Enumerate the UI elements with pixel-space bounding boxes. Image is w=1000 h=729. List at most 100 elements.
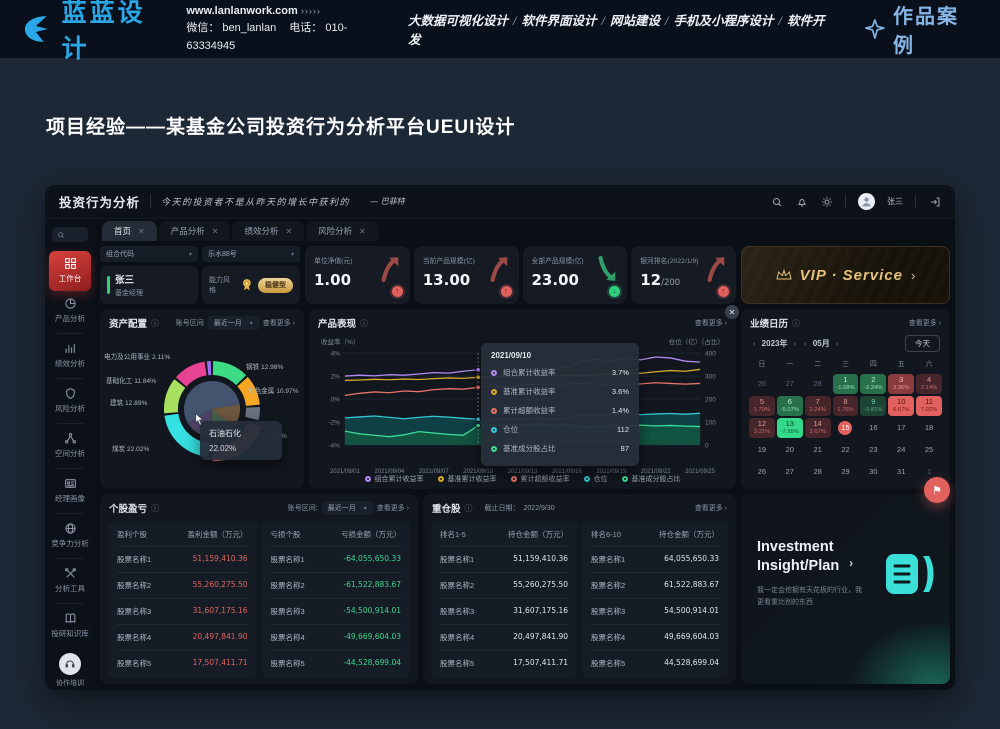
tab-close-icon[interactable]: ✕ — [138, 226, 145, 236]
legend-item-组合累计收益率[interactable]: 组合累计收益率 — [364, 474, 424, 484]
tab-close-icon[interactable]: ✕ — [285, 226, 293, 236]
donut-segment-基础化工[interactable] — [175, 361, 207, 387]
calendar-day-19[interactable]: 19 — [749, 440, 775, 460]
today-button[interactable]: 今天 — [905, 335, 940, 352]
info-icon[interactable]: ⓘ — [792, 318, 801, 328]
donut-segment-建筑[interactable] — [164, 379, 186, 414]
settings-gear-icon[interactable] — [820, 195, 833, 208]
sidebar-item-tools[interactable]: 分析工具 — [49, 561, 91, 601]
calendar-day-11[interactable]: 11 7.92% — [916, 396, 942, 416]
donut-segment-钢铁[interactable] — [212, 361, 247, 386]
tab-产品分析[interactable]: 产品分析 ✕ — [158, 221, 231, 241]
legend-item-基准累计收益率[interactable]: 基准累计收益率 — [437, 474, 497, 484]
table-header-row: 亏损个股 亏损金额（万元） — [271, 529, 402, 546]
calendar-day-14[interactable]: 14 3.67% — [804, 418, 831, 438]
account-dropdown[interactable]: 乐水88号 ▾ — [202, 246, 300, 262]
sidebar-item-grid[interactable]: 工作台 — [49, 251, 91, 291]
calendar-day-30[interactable]: 30 — [860, 462, 886, 482]
calendar-day-7[interactable]: 7 2.24% — [804, 396, 831, 416]
calendar-day-1[interactable]: 1 -1.68% — [832, 374, 859, 394]
calendar-day-29[interactable]: 29 — [833, 462, 859, 482]
donut-segment-有色金属[interactable] — [237, 376, 260, 406]
sidebar-footer-help[interactable]: 协作培训 — [56, 653, 84, 688]
tab-绩效分析[interactable]: 绩效分析 ✕ — [232, 221, 305, 241]
calendar-day-28[interactable]: 28 — [805, 374, 831, 394]
calendar-day-6[interactable]: 6 -5.07% — [776, 396, 803, 416]
floating-action-button[interactable]: ⚑ — [924, 477, 950, 503]
calendar-day-31[interactable]: 31 — [888, 462, 914, 482]
calendar-day-17[interactable]: 17 — [888, 418, 914, 438]
calendar-day-5[interactable]: 5 1.79% — [749, 396, 775, 416]
search-icon[interactable] — [770, 195, 783, 208]
calendar-day-27[interactable]: 27 — [777, 462, 803, 482]
sidebar-item-nodes[interactable]: 空间分析 — [49, 426, 91, 466]
calendar-day-24[interactable]: 24 — [888, 440, 914, 460]
prev-month-icon[interactable]: ‹ — [804, 339, 807, 348]
calendar-day-26[interactable]: 26 — [749, 462, 775, 482]
legend-item-基准成分股占比[interactable]: 基准成分股占比 — [621, 474, 681, 484]
tooltip-date: 2021/09/10 — [491, 351, 532, 360]
calendar-day-8[interactable]: 8 1.76% — [832, 396, 859, 416]
prev-year-icon[interactable]: ‹ — [753, 339, 756, 348]
next-year-icon[interactable]: › — [793, 339, 797, 348]
calendar-day-16[interactable]: 16 — [860, 418, 886, 438]
calendar-day-13[interactable]: 13 -7.95% — [776, 418, 803, 438]
calendar-day-4[interactable]: 4 2.14% — [916, 374, 942, 394]
vip-service-banner[interactable]: VIP · Service › — [741, 246, 950, 304]
perf-more-link[interactable]: 查看更多 › — [694, 320, 727, 327]
calendar-day-3[interactable]: 3 3.36% — [888, 374, 915, 394]
user-avatar[interactable] — [858, 193, 875, 210]
pnl-more-link[interactable]: 查看更多 › — [376, 505, 409, 512]
sidebar-item-pie[interactable]: 产品分析 — [49, 291, 91, 331]
legend-item-累计超额收益率[interactable]: 累计超额收益率 — [510, 474, 570, 484]
lanlan-logo[interactable]: 蓝蓝设计 — [20, 0, 172, 65]
portfolio-code-dropdown[interactable]: 组合代码 ▾ — [100, 246, 198, 262]
asset-range-dropdown[interactable]: 最近一月 ▾ — [207, 316, 259, 330]
donut-segment-电力及公用事业[interactable] — [206, 361, 212, 376]
sidebar-item-idcard[interactable]: 经理画像 — [49, 471, 91, 511]
pnl-range-dropdown[interactable]: 最近一月 ▾ — [321, 501, 373, 515]
calendar-day-22[interactable]: 22 — [833, 440, 859, 460]
calendar-day-12[interactable]: 12 3.31% — [749, 418, 775, 438]
donut-segment-其他[interactable] — [245, 407, 260, 421]
calendar-day-10[interactable]: 10 6.67% — [888, 396, 915, 416]
next-month-icon[interactable]: › — [835, 339, 839, 348]
calendar-day-20[interactable]: 20 — [777, 440, 803, 460]
calendar-day-18[interactable]: 18 — [916, 418, 942, 438]
asset-more-link[interactable]: 查看更多 › — [262, 320, 295, 327]
info-icon[interactable]: ⓘ — [360, 318, 369, 328]
tab-close-icon[interactable]: ✕ — [211, 226, 219, 236]
legend-item-仓位[interactable]: 仓位 — [583, 474, 608, 484]
info-icon[interactable]: ⓘ — [464, 503, 473, 513]
sidebar-item-chart[interactable]: 绩效分析 — [49, 336, 91, 376]
close-icon[interactable]: ✕ — [725, 305, 739, 319]
website-url[interactable]: www.lanlanwork.com — [186, 5, 298, 18]
tab-风险分析[interactable]: 风险分析 ✕ — [306, 221, 378, 241]
sidebar-item-globe[interactable]: 竞争力分析 — [49, 516, 91, 556]
info-icon[interactable]: ⓘ — [151, 503, 160, 513]
logout-icon[interactable] — [928, 195, 941, 208]
calendar-day-1[interactable]: 1 — [916, 462, 942, 482]
divider — [57, 333, 83, 334]
portfolio-link[interactable]: 作品案例 — [864, 0, 980, 58]
calendar-day-28[interactable]: 28 — [805, 462, 831, 482]
sidebar-item-shield[interactable]: 风险分析 — [49, 381, 91, 421]
calendar-day-26[interactable]: 26 — [749, 374, 775, 394]
donut-segment-煤炭[interactable] — [164, 413, 209, 457]
calendar-day-21[interactable]: 21 — [805, 440, 831, 460]
bell-icon[interactable] — [795, 195, 808, 208]
calendar-day-9[interactable]: 9 -0.81% — [860, 396, 887, 416]
calendar-day-2[interactable]: 2 -2.24% — [860, 374, 887, 394]
calendar-day-23[interactable]: 23 — [860, 440, 886, 460]
holdings-more-link[interactable]: 查看更多 › — [694, 505, 727, 512]
sidebar-search-input[interactable] — [52, 227, 88, 242]
calendar-day-25[interactable]: 25 — [916, 440, 942, 460]
sidebar-item-book[interactable]: 投研知识库 — [49, 606, 91, 646]
info-icon[interactable]: ⓘ — [151, 318, 160, 328]
tab-close-icon[interactable]: ✕ — [359, 226, 366, 236]
calendar-day-27[interactable]: 27 — [777, 374, 803, 394]
investment-insight-banner[interactable]: Investment Insight/Plan › 我一定会挖掘有天花板的行业，… — [741, 494, 950, 684]
tab-首页[interactable]: 首页 ✕ — [102, 221, 157, 241]
calendar-more-link[interactable]: 查看更多 › — [908, 320, 941, 327]
calendar-day-15[interactable]: 15 — [833, 418, 859, 438]
